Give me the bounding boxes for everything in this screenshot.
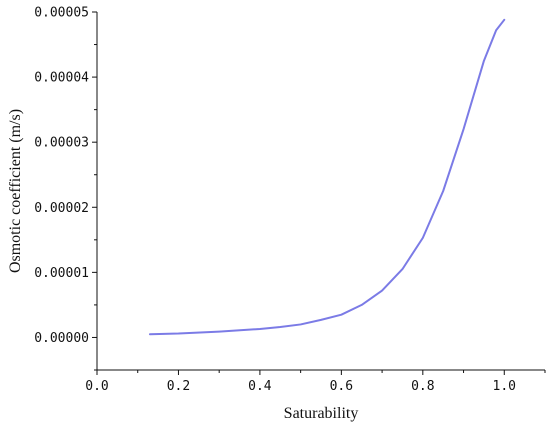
x-tick-label: 0.0 bbox=[85, 379, 108, 394]
x-tick-label: 0.6 bbox=[330, 379, 353, 394]
y-axis-title: Osmotic coefficient (m/s) bbox=[7, 109, 24, 273]
y-tick-label: 0.00002 bbox=[34, 201, 89, 216]
y-tick-label: 0.00003 bbox=[34, 136, 89, 151]
x-tick-label: 0.4 bbox=[248, 379, 272, 394]
x-axis: 0.0 0.2 0.4 0.6 0.8 1.0 bbox=[85, 369, 546, 394]
x-tick-label: 1.0 bbox=[493, 379, 516, 394]
y-tick-label: 0.00004 bbox=[34, 71, 89, 86]
y-axis: 0.00000 0.00001 0.00002 0.00003 0.00004 0.000… bbox=[34, 6, 98, 371]
y-tick-label: 0.00005 bbox=[34, 6, 89, 21]
x-tick-label: 0.2 bbox=[167, 379, 190, 394]
y-tick-label: 0.00000 bbox=[34, 331, 89, 346]
series-layer bbox=[148, 18, 506, 336]
x-axis-title: Saturability bbox=[284, 405, 359, 422]
x-tick-label: 0.8 bbox=[411, 379, 434, 394]
series-line bbox=[148, 18, 506, 336]
y-tick-label: 0.00001 bbox=[34, 266, 89, 281]
